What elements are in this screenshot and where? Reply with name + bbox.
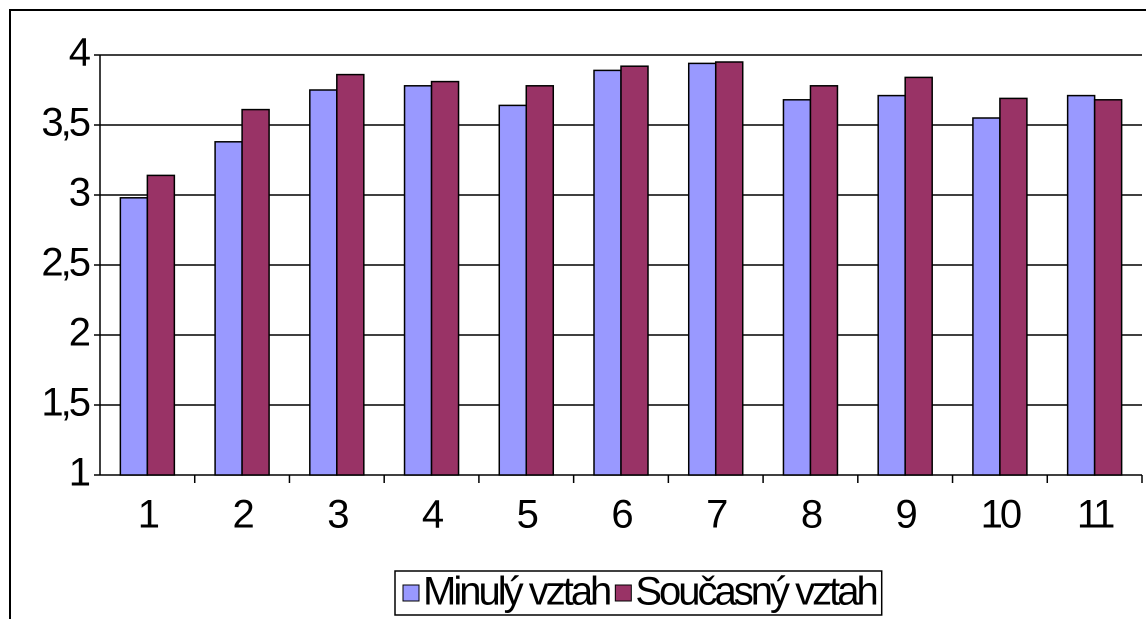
y-tick-label: 1,5 bbox=[41, 381, 89, 425]
bar bbox=[146, 174, 176, 476]
y-tick-label: 1 bbox=[69, 451, 90, 495]
x-tick-label: 7 bbox=[706, 493, 727, 537]
x-tick-label: 2 bbox=[232, 493, 253, 537]
bar bbox=[336, 73, 365, 476]
bar bbox=[687, 62, 717, 476]
legend-swatch bbox=[614, 584, 632, 602]
y-tick-label: 2,5 bbox=[41, 241, 89, 285]
bar bbox=[241, 108, 270, 476]
y-tick-label: 3 bbox=[69, 171, 90, 215]
bar bbox=[498, 104, 528, 476]
x-tick-label: 4 bbox=[422, 493, 444, 537]
bar bbox=[1066, 94, 1096, 476]
bar bbox=[904, 76, 933, 476]
legend-swatch bbox=[402, 584, 420, 602]
x-tick-label: 1 bbox=[138, 493, 159, 537]
bar bbox=[1093, 99, 1123, 476]
legend-label: Minulý vztah bbox=[423, 570, 610, 614]
bar bbox=[525, 85, 555, 476]
bar bbox=[119, 197, 149, 476]
bar bbox=[714, 61, 744, 476]
x-tick-label: 3 bbox=[327, 493, 348, 537]
x-tick-label: 5 bbox=[517, 493, 538, 537]
bar bbox=[593, 69, 622, 476]
x-tick-label: 8 bbox=[801, 493, 822, 537]
bar bbox=[782, 99, 812, 476]
x-tick-label: 9 bbox=[896, 493, 917, 537]
y-tick-label: 4 bbox=[69, 31, 91, 75]
bar bbox=[877, 94, 906, 476]
x-tick-label: 10 bbox=[981, 493, 1021, 537]
x-tick-label: 11 bbox=[1077, 493, 1114, 537]
x-tick-label: 6 bbox=[611, 493, 632, 537]
legend-label: Současný vztah bbox=[635, 570, 876, 614]
bar bbox=[403, 85, 433, 476]
bar bbox=[620, 65, 649, 476]
y-tick-label: 3,5 bbox=[41, 101, 89, 145]
bar bbox=[214, 141, 243, 476]
bar bbox=[999, 97, 1028, 476]
bar bbox=[972, 117, 1001, 476]
chart-frame bbox=[9, 9, 1146, 619]
y-tick-label: 2 bbox=[69, 311, 90, 355]
bar bbox=[809, 85, 839, 476]
legend-box bbox=[394, 570, 883, 616]
bar bbox=[430, 80, 460, 476]
bar bbox=[309, 89, 338, 476]
